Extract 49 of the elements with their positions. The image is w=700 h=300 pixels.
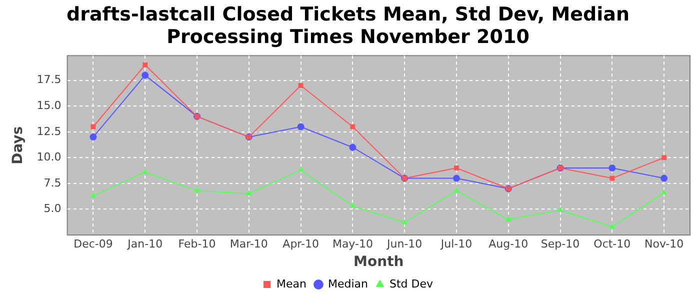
legend-label: Std Dev bbox=[389, 277, 434, 290]
point bbox=[608, 164, 616, 172]
y-tick-label: 15.0 bbox=[36, 98, 62, 112]
point bbox=[350, 124, 356, 130]
point bbox=[610, 176, 615, 181]
point bbox=[297, 123, 304, 130]
point bbox=[350, 202, 356, 208]
point bbox=[349, 144, 356, 151]
point bbox=[142, 168, 148, 174]
point bbox=[90, 134, 97, 141]
y-axis-title: Days bbox=[10, 126, 26, 164]
point bbox=[505, 216, 512, 222]
point bbox=[557, 206, 564, 212]
point bbox=[194, 187, 200, 192]
x-tick-label: Aug-10 bbox=[488, 237, 528, 250]
y-tick-label: 17.5 bbox=[36, 73, 62, 86]
point bbox=[246, 190, 252, 196]
legend-label: Mean bbox=[276, 277, 306, 290]
x-tick-label: Feb-10 bbox=[178, 237, 216, 250]
point bbox=[90, 192, 96, 198]
point bbox=[453, 187, 460, 192]
legend-label: Median bbox=[328, 277, 368, 290]
x-tick-label: Dec-09 bbox=[74, 237, 113, 250]
point bbox=[452, 174, 460, 182]
point bbox=[402, 219, 408, 224]
point bbox=[660, 174, 668, 182]
point bbox=[142, 72, 149, 79]
point bbox=[609, 223, 616, 228]
y-tick-label: 7.5 bbox=[44, 176, 62, 190]
x-tick-label: Nov-10 bbox=[644, 237, 684, 250]
x-tick-label: Jan-10 bbox=[126, 237, 163, 250]
y-tick-label: 12.5 bbox=[36, 124, 62, 138]
x-tick-label: Jul-10 bbox=[440, 237, 472, 250]
x-tick-label: Oct-10 bbox=[594, 237, 631, 250]
x-tick-label: May-10 bbox=[332, 237, 373, 250]
point bbox=[298, 83, 304, 88]
point bbox=[662, 155, 667, 160]
y-tick-label: 5.0 bbox=[44, 202, 62, 216]
x-tick-label: Apr-10 bbox=[282, 237, 319, 250]
point bbox=[298, 166, 304, 172]
point bbox=[661, 189, 668, 194]
x-tick-label: Mar-10 bbox=[230, 237, 268, 250]
x-tick-label: Jun-10 bbox=[386, 237, 422, 250]
x-axis-title: Month bbox=[354, 254, 404, 270]
chart-title: drafts-lastcall Closed Tickets Mean, Std Dev, Median Processing Times November 2010 bbox=[66, 3, 630, 48]
point bbox=[454, 166, 459, 170]
y-tick-label: 10.0 bbox=[36, 150, 62, 164]
x-tick-label: Sep-10 bbox=[540, 237, 580, 250]
point bbox=[142, 62, 148, 68]
